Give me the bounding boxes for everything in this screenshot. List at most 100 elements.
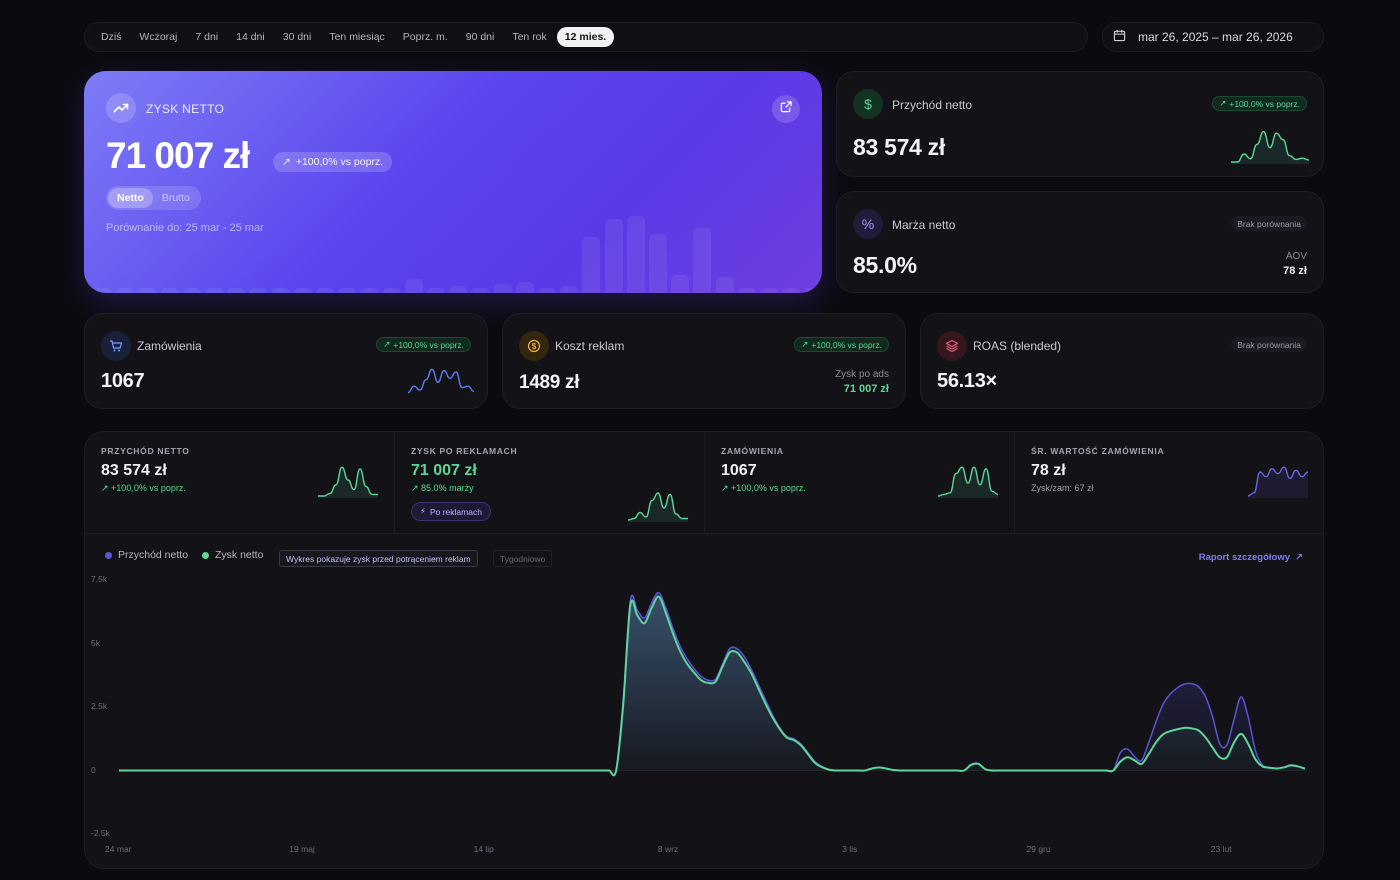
- net-profit-hero-card: ZYSK NETTO 71 007 zł ↗ +100,0% vs poprz.…: [84, 71, 822, 293]
- range-option[interactable]: 90 dni: [465, 31, 495, 43]
- kpi-profit-after-ads: ZYSK PO REKLAMACH 71 007 zł ↗ 85.0% marż…: [395, 432, 705, 534]
- kpi-net-revenue: PRZYCHÓD NETTO 83 574 zł ↗ +100,0% vs po…: [85, 432, 395, 534]
- hero-bar: [182, 288, 201, 293]
- card-value: 1489 zł: [519, 372, 580, 393]
- weekly-toggle[interactable]: Tygodniowo: [493, 550, 553, 567]
- hero-bar: [271, 288, 290, 293]
- kpi-sub-text: +100,0% vs poprz.: [111, 483, 186, 493]
- tag-text: Po reklamach: [429, 506, 482, 517]
- svg-text:$: $: [532, 342, 537, 351]
- kpi-sparkline: [1247, 466, 1309, 498]
- y-tick-label: 7.5k: [91, 574, 108, 584]
- delta-text: +100,0% vs poprz.: [1229, 98, 1300, 109]
- delta-text: +100,0% vs poprz.: [811, 339, 882, 350]
- kpi-value: 83 574 zł: [101, 462, 167, 479]
- legend-item-profit[interactable]: Zysk netto: [202, 549, 263, 561]
- kpi-label: ZAMÓWIENIA: [721, 446, 784, 456]
- range-option[interactable]: Poprz. m.: [402, 31, 448, 43]
- report-link-text: Raport szczegółowy: [1198, 552, 1291, 563]
- sparkline-line: [1247, 466, 1309, 497]
- coin-icon: $: [519, 331, 549, 361]
- hero-bar: [760, 288, 778, 293]
- sparkline-line: [627, 492, 688, 521]
- card-value: 85.0%: [853, 252, 917, 278]
- hero-bar: [538, 288, 556, 293]
- kpi-row: PRZYCHÓD NETTO 83 574 zł ↗ +100,0% vs po…: [85, 432, 1323, 534]
- cart-icon: [101, 331, 131, 361]
- revenue-sparkline: [1231, 130, 1310, 164]
- aov-value: 78 zł: [1283, 265, 1307, 277]
- detailed-report-link[interactable]: Raport szczegółowy ↗: [1199, 552, 1303, 563]
- hero-bar: [316, 288, 334, 293]
- arrow-up-right-icon: ↗: [801, 339, 809, 349]
- x-tick-label: 29 gru: [1026, 844, 1051, 854]
- profit-after-ads-note: Zysk po ads 71 007 zł: [835, 368, 889, 396]
- card-title: Przychód netto: [892, 98, 973, 112]
- legend-item-revenue[interactable]: Przychód netto: [105, 549, 188, 561]
- card-title: Zamówienia: [137, 339, 202, 353]
- chart-note-chip: Wykres pokazuje zysk przed potrąceniem r…: [279, 550, 478, 567]
- bolt-icon: ⚡: [420, 506, 426, 516]
- sparkline-area: [628, 493, 688, 522]
- hero-label: ZYSK NETTO: [146, 102, 225, 116]
- kpi-value: 78 zł: [1031, 462, 1066, 479]
- kpi-sparkline: [318, 466, 378, 498]
- card-value: 83 574 zł: [853, 134, 945, 160]
- sparkline-line: [318, 466, 378, 497]
- card-title: ROAS (blended): [973, 339, 1062, 353]
- toggle-option[interactable]: Netto: [108, 188, 153, 208]
- arrow-up-right-icon: ↗: [282, 156, 291, 168]
- range-option[interactable]: Wczoraj: [139, 31, 178, 43]
- hero-bar: [604, 219, 623, 293]
- percent-icon: %: [853, 209, 883, 239]
- date-range-label: mar 26, 2025 – mar 26, 2026: [1138, 30, 1293, 44]
- hero-value: 71 007 zł: [106, 135, 250, 176]
- range-option[interactable]: Dziś: [101, 31, 122, 43]
- hero-background-bars: [84, 203, 822, 293]
- hero-bar: [138, 288, 157, 293]
- x-tick-label: 24 mar: [105, 844, 132, 854]
- hero-bar: [160, 288, 179, 293]
- x-tick-label: 14 lip: [473, 844, 494, 854]
- sparkline-area: [938, 467, 998, 498]
- kpi-average-order-value: ŚR. WARTOŚĆ ZAMÓWIENIA 78 zł Zysk/zam: 6…: [1015, 432, 1323, 534]
- range-option[interactable]: Ten rok: [512, 31, 547, 43]
- toggle-option[interactable]: Brutto: [161, 192, 190, 204]
- series-line-profit: [119, 595, 1306, 777]
- y-tick-label: 5k: [91, 637, 100, 648]
- external-link-button[interactable]: [772, 95, 800, 123]
- range-option[interactable]: 12 mies.: [556, 27, 615, 47]
- kpi-label: ZYSK PO REKLAMACH: [411, 446, 518, 456]
- kpi-sub-text: +100,0% vs poprz.: [731, 483, 806, 493]
- delta-badge: ↗ +100,0% vs poprz.: [1212, 96, 1307, 111]
- hero-bar: [649, 234, 667, 293]
- x-tick-label: 19 maj: [289, 844, 315, 854]
- y-tick-label: 2.5k: [91, 701, 108, 711]
- card-title: Koszt reklam: [555, 339, 625, 353]
- date-range-picker[interactable]: mar 26, 2025 – mar 26, 2026: [1102, 22, 1324, 52]
- hero-bar: [582, 237, 601, 293]
- aov-note: AOV 78 zł: [1283, 250, 1307, 278]
- x-tick-label: 3 lis: [842, 844, 858, 854]
- trending-up-icon: [106, 93, 136, 123]
- hero-comparison-text: Porównanie do: 25 mar - 25 mar: [106, 222, 264, 234]
- after-ads-tag[interactable]: ⚡ Po reklamach: [411, 502, 491, 521]
- legend-dot: [202, 551, 209, 559]
- revenue-profit-panel: PRZYCHÓD NETTO 83 574 zł ↗ +100,0% vs po…: [84, 431, 1324, 869]
- date-range-tabs: Dziś Wczoraj 7 dni 14 dni 30 dni Ten miesiąc P…: [84, 22, 1088, 52]
- series-area-profit: [119, 596, 1305, 776]
- y-tick-label: -2.5k: [91, 828, 110, 838]
- kpi-label: ŚR. WARTOŚĆ ZAMÓWIENIA: [1031, 446, 1165, 456]
- ad-cost-card: $ Koszt reklam ↗ +100,0% vs poprz. 1489 z…: [502, 313, 906, 409]
- net-revenue-card: $ Przychód netto ↗ +100,0% vs poprz. 83 5…: [836, 71, 1324, 177]
- hero-bar: [116, 288, 135, 293]
- range-option[interactable]: 7 dni: [195, 31, 219, 43]
- sparkline-line: [937, 466, 999, 497]
- hero-bar: [626, 216, 645, 293]
- range-option[interactable]: 14 dni: [236, 31, 265, 43]
- no-comparison-badge: Brak porównania: [1231, 216, 1307, 231]
- aov-label: AOV: [1285, 251, 1307, 262]
- hero-bar: [715, 277, 734, 293]
- range-option[interactable]: 30 dni: [282, 31, 312, 43]
- range-option[interactable]: Ten miesiąc: [329, 31, 385, 43]
